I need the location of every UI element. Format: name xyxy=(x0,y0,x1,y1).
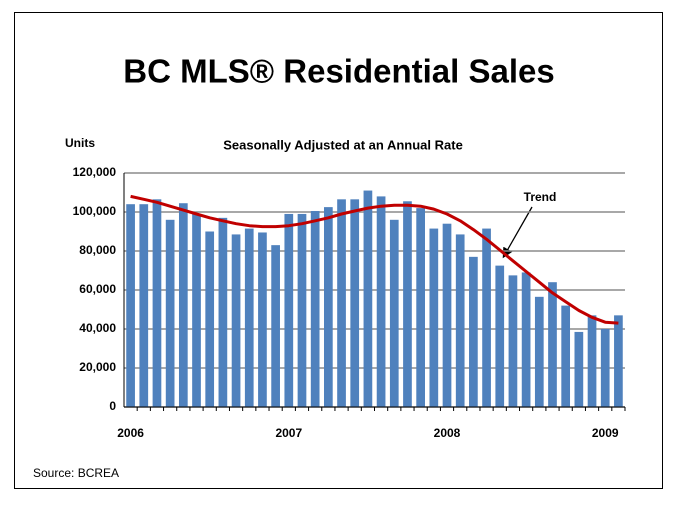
chart-title: BC MLS® Residential Sales xyxy=(123,53,554,90)
bar xyxy=(139,204,149,407)
bar xyxy=(534,296,544,407)
bar xyxy=(363,190,373,407)
bar xyxy=(614,315,623,407)
y-tick-label: 40,000 xyxy=(79,321,116,335)
bar xyxy=(165,219,175,407)
bar xyxy=(310,211,320,407)
bar xyxy=(350,199,360,407)
y-tick-label: 100,000 xyxy=(73,204,117,218)
bar xyxy=(218,217,228,407)
bar xyxy=(429,228,439,407)
bar xyxy=(416,208,425,407)
bar xyxy=(442,223,452,407)
bar xyxy=(297,213,307,407)
bar xyxy=(231,234,241,407)
y-tick-label: 120,000 xyxy=(73,165,117,179)
bar xyxy=(389,219,399,407)
bar xyxy=(587,315,597,407)
bar xyxy=(205,231,215,407)
bar xyxy=(574,331,584,407)
bar xyxy=(548,282,557,407)
bar xyxy=(271,245,280,407)
bar xyxy=(600,329,610,407)
subtitle: Seasonally Adjusted at an Annual Rate xyxy=(223,137,463,152)
bar xyxy=(192,213,201,407)
bar xyxy=(521,272,531,407)
bar xyxy=(126,204,135,407)
source: Source: BCREA xyxy=(33,466,119,480)
bar xyxy=(403,201,412,407)
bar xyxy=(469,256,478,407)
y-tick-label: 80,000 xyxy=(79,243,116,257)
bar xyxy=(324,207,333,407)
bar xyxy=(284,213,294,407)
x-tick-label: 2007 xyxy=(275,426,302,440)
x-tick-label: 2008 xyxy=(434,426,461,440)
y-tick-label: 20,000 xyxy=(79,360,116,374)
trend-line xyxy=(130,194,619,325)
bar xyxy=(455,234,465,407)
y-tick-label: 0 xyxy=(109,399,116,413)
bar xyxy=(561,305,571,407)
y-axis-label: Units xyxy=(65,136,95,150)
annotation-arrow xyxy=(502,206,533,259)
bar xyxy=(337,199,346,407)
x-tick-label: 2009 xyxy=(592,426,619,440)
bar xyxy=(258,232,267,407)
y-tick-label: 60,000 xyxy=(79,282,116,296)
bar xyxy=(152,199,162,407)
bar xyxy=(178,203,188,407)
bar xyxy=(508,275,518,407)
bar xyxy=(376,196,386,407)
annotation: Trend xyxy=(524,190,557,204)
bar xyxy=(495,265,505,407)
bar xyxy=(244,228,254,407)
x-tick-label: 2006 xyxy=(117,426,144,440)
bar xyxy=(482,228,491,407)
